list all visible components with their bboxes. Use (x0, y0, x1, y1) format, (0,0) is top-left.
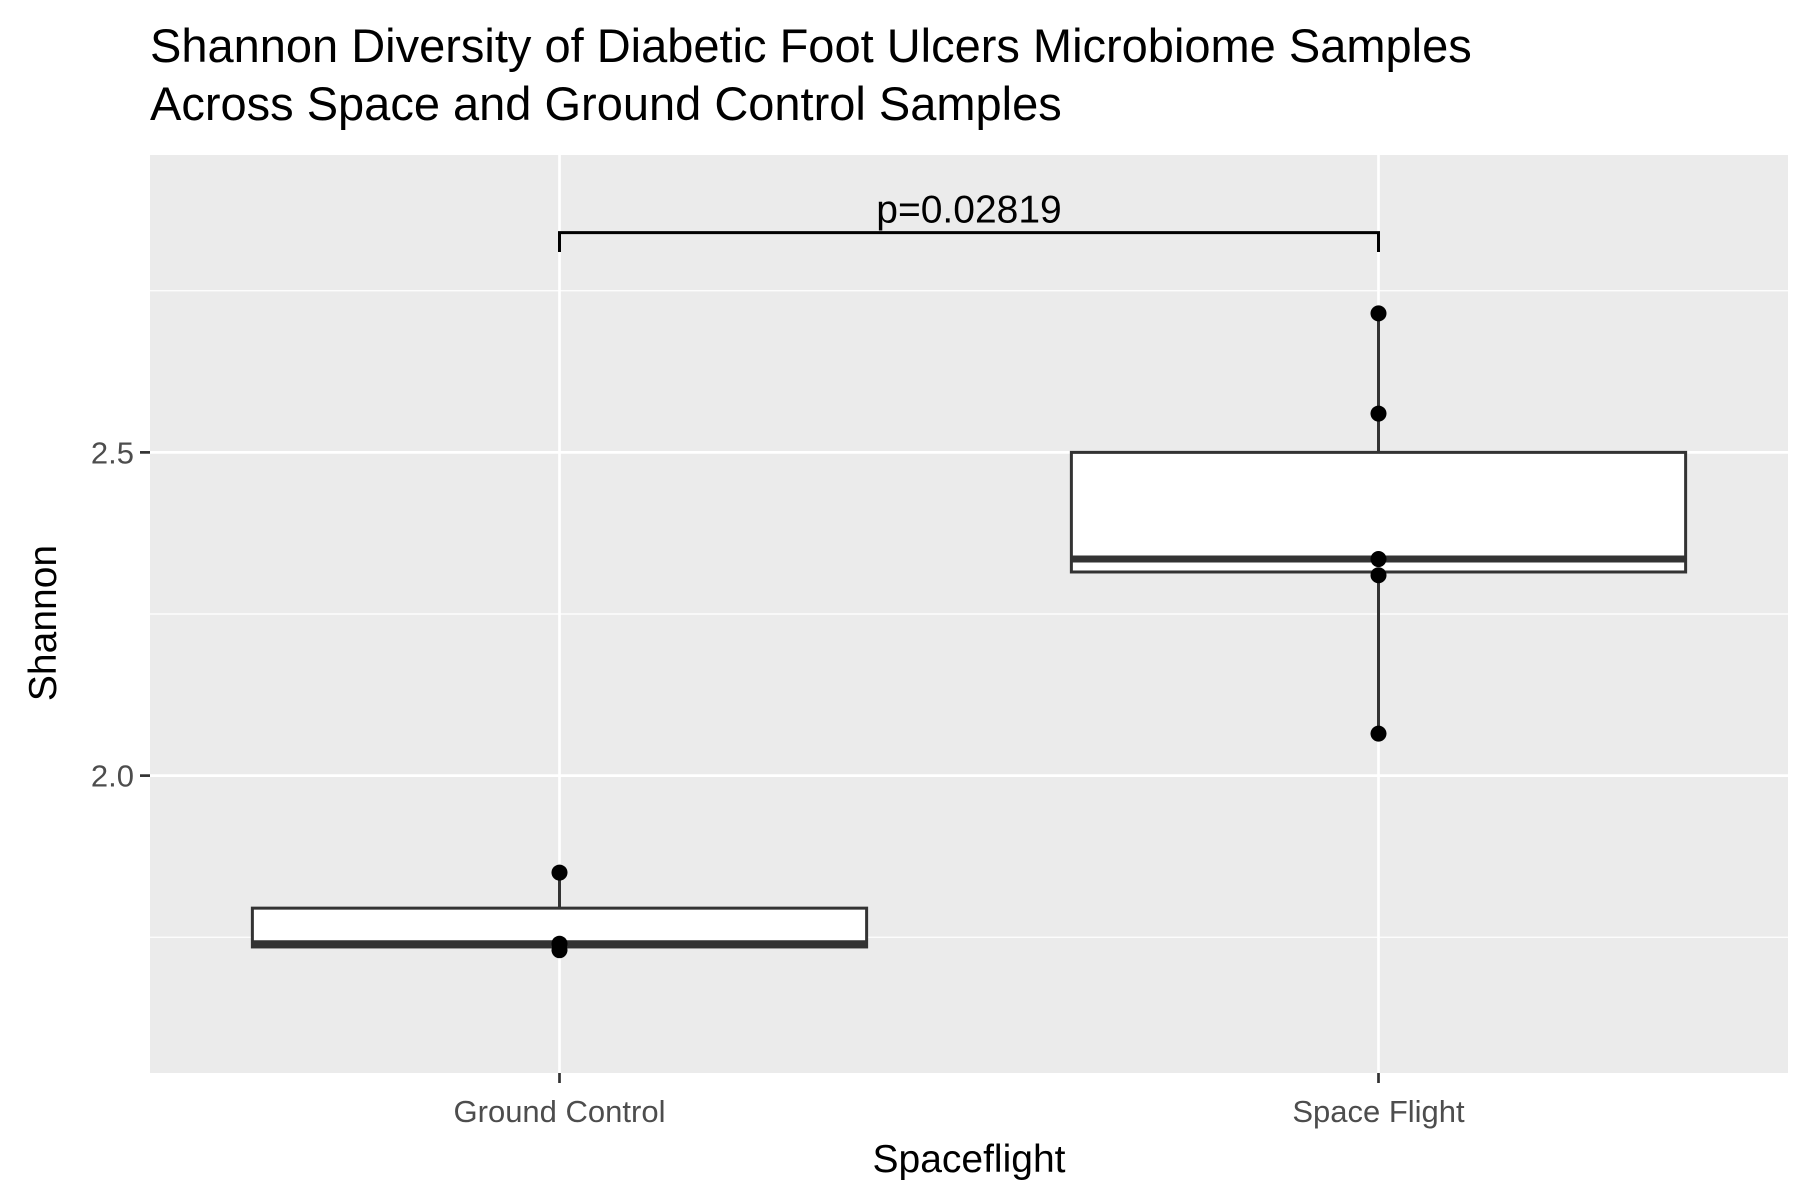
chart-title: Shannon Diversity of Diabetic Foot Ulcer… (150, 19, 1472, 72)
data-point (551, 864, 568, 881)
data-point (1370, 305, 1387, 322)
x-axis: Ground Control Space Flight (454, 1073, 1465, 1129)
data-point (1370, 567, 1387, 584)
significance-bracket (558, 231, 1380, 252)
y-axis-title: Shannon (22, 545, 65, 701)
chart-subtitle: Across Space and Ground Control Samples (150, 77, 1062, 130)
x-tick-label-ground-control: Ground Control (454, 1094, 666, 1129)
x-axis-title: Spaceflight (873, 1138, 1066, 1181)
data-point (1370, 405, 1387, 422)
data-point (1370, 551, 1387, 568)
significance-annotation: p=0.02819 (558, 189, 1380, 252)
data-point (551, 942, 568, 959)
y-axis: 2.0 2.5 (91, 435, 150, 794)
y-tick-label: 2.0 (91, 759, 134, 794)
data-point (1370, 725, 1387, 742)
p-value-label: p=0.02819 (876, 189, 1061, 232)
x-tick-label-space-flight: Space Flight (1292, 1094, 1465, 1129)
point-group (551, 305, 1387, 959)
y-tick-label: 2.5 (91, 435, 134, 470)
